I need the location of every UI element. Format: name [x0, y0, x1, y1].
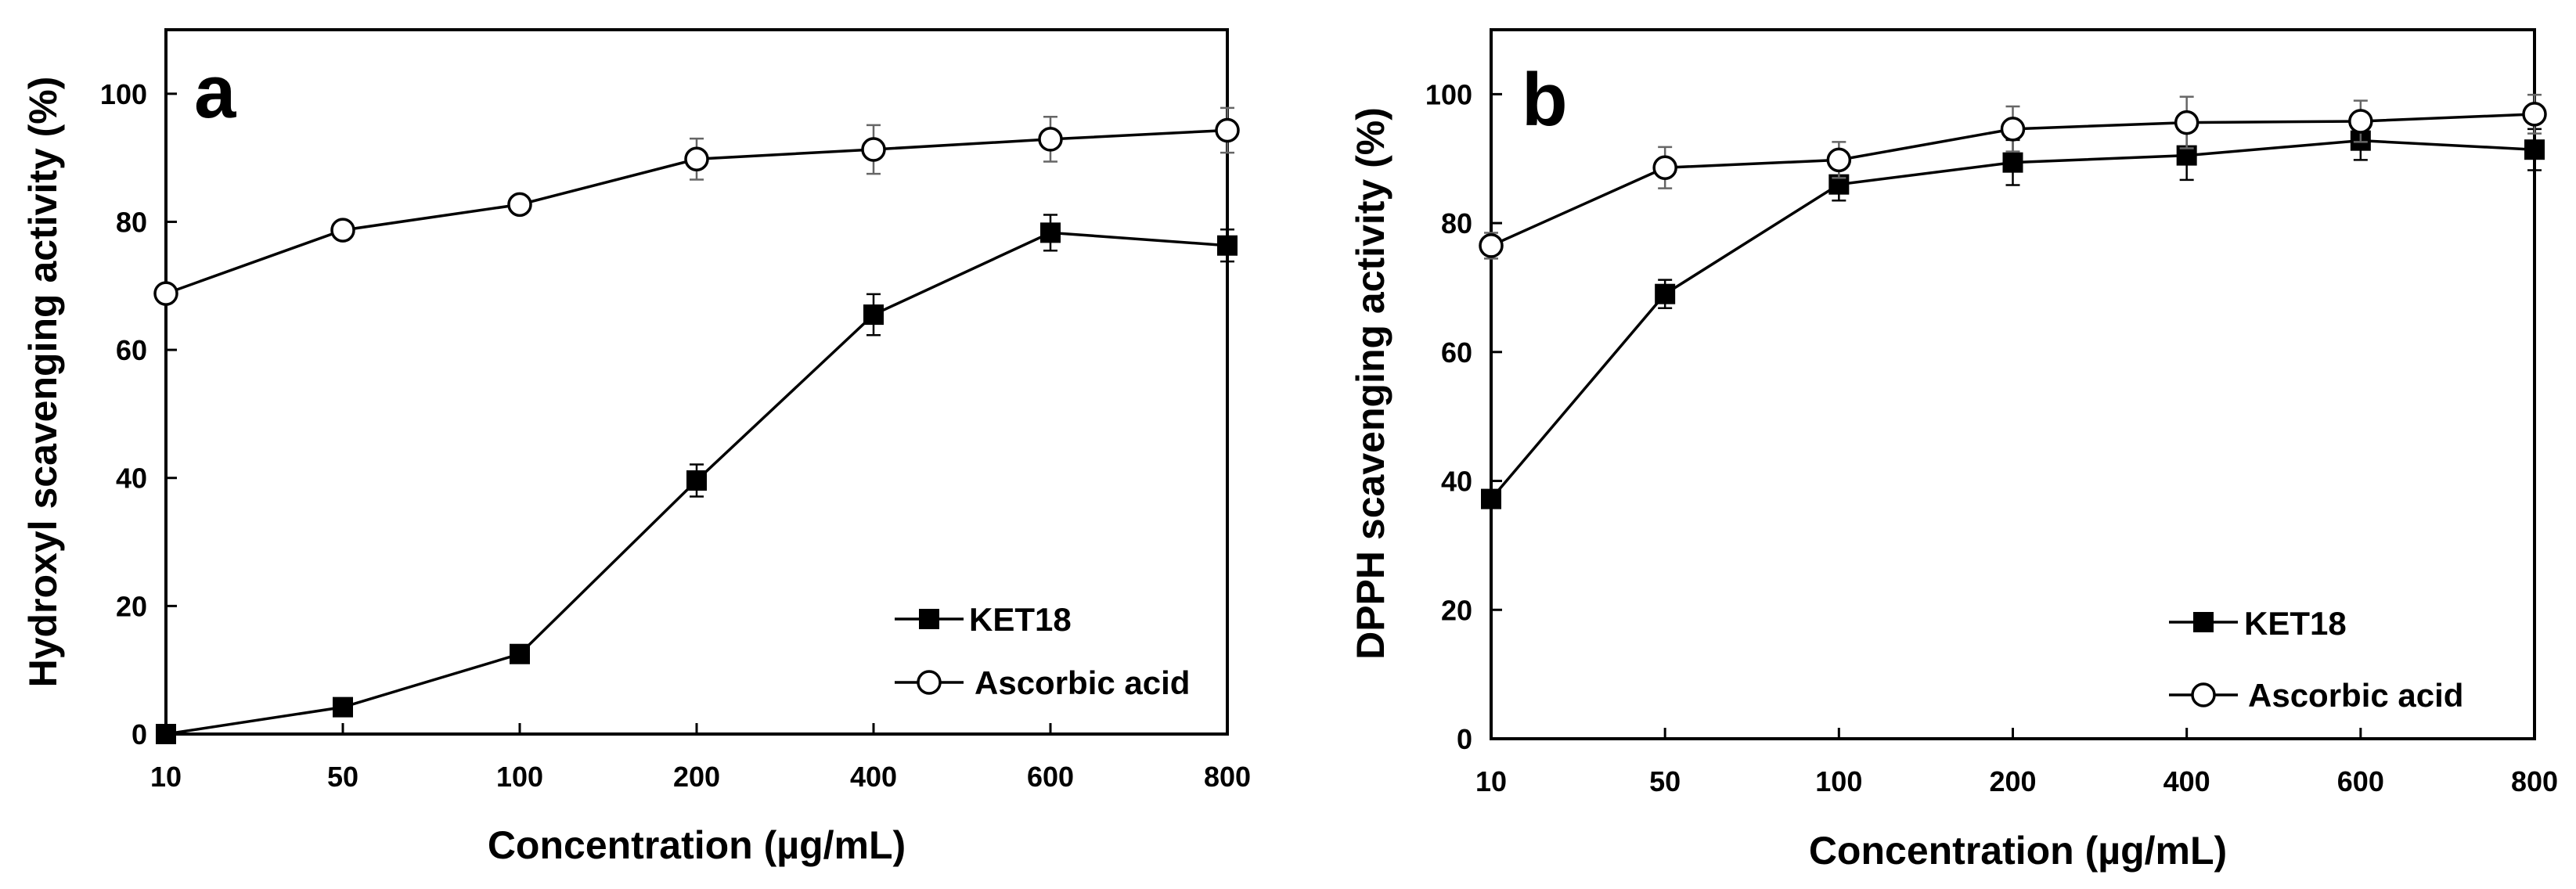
y-tick-label: 100: [1425, 78, 1472, 110]
legend-label-ket18-a: KET18: [969, 601, 1072, 638]
data-point-ascorbic-acid: [153, 281, 178, 306]
data-point-ket18: [863, 304, 884, 326]
x-ticks-a: 10 50 100 200 400 600 800: [150, 723, 1251, 793]
data-point-ket18: [1481, 488, 1501, 509]
panel-label-a: a: [194, 50, 236, 134]
y-tick-label: 40: [1441, 466, 1472, 498]
x-tick-label: 100: [1815, 765, 1862, 797]
y-ticks-a: 0 20 40 60 80 100: [100, 78, 177, 750]
data-point-ket18: [156, 724, 176, 744]
x-tick-label: 50: [327, 761, 358, 793]
x-tick-label: 800: [2511, 765, 2558, 797]
legend-label-ascorbic-a: Ascorbic acid: [975, 664, 1190, 701]
x-tick-label: 200: [1989, 765, 2036, 797]
legend-label-ascorbic-b: Ascorbic acid: [2248, 677, 2463, 714]
panel-label-b: b: [1522, 58, 1568, 142]
data-point-ket18: [1217, 235, 1238, 256]
data-point-ascorbic-acid: [1038, 127, 1063, 152]
x-axis-title-b: Concentration (µg/mL): [1809, 829, 2227, 873]
legend-marker-ket18-b: [2193, 612, 2214, 632]
data-point-ascorbic-acid: [2348, 109, 2373, 134]
x-axis-title-a: Concentration (µg/mL): [488, 823, 906, 867]
series-layer-b: [1479, 93, 2547, 509]
data-point-ket18: [333, 696, 353, 718]
data-point-ket18: [510, 643, 530, 664]
x-tick-label: 10: [150, 761, 182, 793]
y-tick-label: 20: [1441, 594, 1472, 626]
y-tick-label: 40: [116, 462, 147, 495]
y-tick-label: 80: [116, 206, 147, 238]
x-tick-label: 50: [1649, 765, 1681, 797]
chart-panel-a: a Hydroxyl scavenging activity (%) Conce…: [21, 28, 1251, 867]
legend-a: KET18 Ascorbic acid: [895, 601, 1190, 701]
data-point-ascorbic-acid: [861, 137, 886, 162]
chart-panel-b: b DPPH scavenging activity (%) Concentra…: [1349, 28, 2558, 873]
data-point-ascorbic-acid: [2174, 110, 2200, 135]
data-point-ascorbic-acid: [330, 218, 355, 243]
legend-label-ket18-b: KET18: [2244, 605, 2347, 642]
series-ket18: [156, 214, 1238, 744]
series-ascorbic-acid: [153, 106, 1240, 306]
legend-b: KET18 Ascorbic acid: [2169, 605, 2463, 714]
series-line-ket18: [1490, 139, 2535, 500]
x-tick-label: 800: [1204, 761, 1251, 793]
y-tick-label: 80: [1441, 207, 1472, 239]
legend-marker-ket18-a: [919, 609, 939, 629]
data-point-ket18: [1040, 222, 1061, 243]
x-tick-label: 600: [2337, 765, 2384, 797]
legend-marker-ascorbic-b: [2191, 682, 2216, 707]
data-point-ket18: [686, 470, 707, 491]
y-tick-label: 0: [132, 718, 147, 750]
y-axis-title-a: Hydroxyl scavenging activity (%): [21, 77, 65, 688]
x-tick-label: 200: [673, 761, 720, 793]
x-tick-label: 10: [1475, 765, 1507, 797]
x-tick-label: 400: [2163, 765, 2210, 797]
data-point-ascorbic-acid: [1652, 155, 1677, 181]
data-point-ket18: [1655, 283, 1676, 304]
data-point-ascorbic-acid: [684, 146, 709, 172]
series-layer-a: [153, 106, 1240, 744]
y-tick-label: 20: [116, 590, 147, 622]
y-tick-label: 60: [1441, 337, 1472, 369]
y-ticks-b: 0 20 40 60 80 100: [1425, 78, 1502, 755]
data-point-ascorbic-acid: [2000, 117, 2026, 142]
x-tick-label: 600: [1027, 761, 1074, 793]
y-tick-label: 100: [100, 78, 147, 110]
series-ascorbic-acid: [1479, 93, 2547, 260]
y-tick-label: 60: [116, 334, 147, 366]
y-axis-title-b: DPPH scavenging activity (%): [1349, 107, 1392, 660]
x-tick-label: 400: [850, 761, 897, 793]
y-tick-label: 0: [1457, 723, 1472, 755]
x-tick-label: 100: [496, 761, 543, 793]
x-ticks-b: 10 50 100 200 400 600 800: [1475, 728, 2558, 797]
data-point-ascorbic-acid: [1479, 233, 1504, 258]
data-point-ascorbic-acid: [2522, 102, 2547, 127]
data-point-ket18: [2002, 152, 2023, 173]
data-point-ascorbic-acid: [1826, 147, 1852, 173]
data-point-ket18: [2524, 139, 2545, 160]
data-point-ascorbic-acid: [507, 192, 532, 218]
legend-marker-ascorbic-a: [917, 670, 942, 695]
data-point-ascorbic-acid: [1215, 117, 1240, 143]
